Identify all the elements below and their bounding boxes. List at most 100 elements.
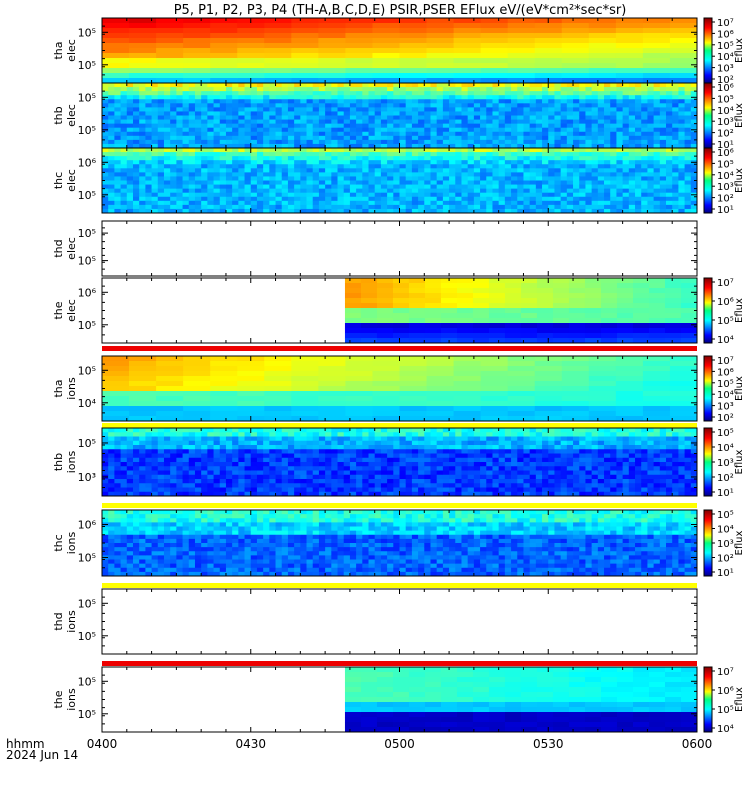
heatmap-cell: [573, 208, 580, 214]
heatmap-cell: [488, 323, 506, 329]
heatmap-cell: [418, 111, 425, 116]
heatmap-cell: [126, 491, 134, 497]
heatmap-cell: [507, 381, 536, 387]
heatmap-cell: [232, 111, 239, 116]
heatmap-cell: [250, 428, 258, 433]
heatmap-cell: [430, 208, 438, 214]
heatmap-cell: [176, 139, 183, 145]
heatmap-cell: [325, 160, 332, 165]
heatmap-cell: [405, 135, 413, 141]
heatmap-cell: [102, 366, 130, 372]
heatmap-cell: [554, 152, 562, 157]
heatmap-cell: [183, 73, 211, 79]
heatmap-cell: [312, 87, 320, 92]
heatmap-cell: [561, 18, 590, 24]
heatmap-cell: [120, 99, 128, 104]
heatmap-cell: [418, 99, 425, 104]
heatmap-cell: [600, 308, 618, 314]
heatmap-cell: [628, 160, 636, 165]
heatmap-cell: [325, 91, 332, 96]
heatmap-cell: [269, 432, 276, 437]
heatmap-cell: [318, 115, 326, 120]
heatmap-cell: [449, 204, 456, 210]
heatmap-cell: [641, 123, 648, 129]
heatmap-cell: [256, 164, 264, 169]
heatmap-cell: [291, 18, 319, 24]
heatmap-cell: [337, 164, 345, 169]
heatmap-cell: [405, 103, 413, 108]
heatmap-cell: [653, 152, 661, 157]
heatmap-cell: [318, 406, 346, 412]
heatmap-cell: [486, 119, 493, 125]
heatmap-cell: [256, 156, 264, 161]
heatmap-cell: [331, 188, 338, 194]
heatmap-cell: [392, 283, 410, 289]
heatmap-cell: [263, 184, 270, 190]
heatmap-cell: [201, 127, 208, 133]
heatmap-cell: [430, 131, 438, 137]
heatmap-cell: [188, 192, 196, 198]
heatmap-cell: [535, 139, 543, 145]
heatmap-cell: [360, 308, 378, 314]
heatmap-cell: [684, 200, 692, 206]
heatmap-cell: [163, 172, 171, 177]
heatmap-cell: [529, 148, 537, 153]
heatmap-cell: [275, 135, 283, 141]
heatmap-cell: [318, 63, 346, 69]
heatmap-cell: [356, 192, 363, 198]
heatmap-cell: [102, 143, 109, 149]
colorbar-tick-label: 10⁵: [717, 159, 734, 170]
heatmap-cell: [132, 436, 140, 442]
heatmap-cell: [213, 184, 221, 190]
heatmap-cell: [263, 483, 270, 488]
heatmap-cell: [436, 196, 444, 202]
colorbar-tick-label: 10⁵: [717, 379, 734, 390]
heatmap-cell: [325, 99, 332, 104]
heatmap-cell: [426, 361, 454, 367]
heatmap-cell: [213, 127, 221, 133]
heatmap-cell: [424, 200, 431, 206]
heatmap-cell: [542, 160, 549, 165]
heatmap-cell: [635, 115, 642, 120]
heatmap-cell: [542, 164, 549, 169]
heatmap-cell: [145, 99, 152, 104]
heatmap-cell: [156, 416, 184, 422]
heatmap-cell: [139, 91, 146, 96]
heatmap-cell: [449, 127, 456, 133]
heatmap-cell: [535, 131, 543, 137]
heatmap-cell: [632, 313, 650, 319]
heatmap-cell: [534, 376, 563, 382]
heatmap-cell: [157, 111, 165, 116]
heatmap-cell: [604, 208, 611, 214]
heatmap-cell: [312, 103, 320, 108]
heatmap-cell: [108, 127, 115, 133]
heatmap-cell: [399, 139, 407, 145]
heatmap-cell: [641, 107, 648, 112]
heatmap-cell: [430, 107, 438, 112]
heatmap-cell: [325, 143, 332, 149]
heatmap-cell: [129, 381, 157, 387]
heatmap-cell: [442, 135, 450, 141]
heatmap-cell: [343, 160, 351, 165]
heatmap-cell: [194, 160, 202, 165]
heatmap-cell: [194, 200, 202, 206]
heatmap-cell: [343, 95, 351, 100]
heatmap-cell: [331, 127, 338, 133]
heatmap-cell: [405, 176, 413, 181]
heatmap-cell: [237, 391, 265, 397]
heatmap-cell: [426, 371, 454, 377]
heatmap-cell: [126, 487, 134, 493]
heatmap-cell: [591, 95, 599, 100]
heatmap-cell: [337, 127, 345, 133]
heatmap-cell: [535, 160, 543, 165]
heatmap-cell: [579, 111, 586, 116]
heatmap-cell: [517, 200, 524, 206]
heatmap-cell: [405, 152, 413, 157]
heatmap-cell: [291, 356, 319, 362]
heatmap-cell: [102, 48, 130, 54]
heatmap-cell: [480, 192, 487, 198]
heatmap-cell: [183, 33, 211, 39]
heatmap-cell: [461, 103, 469, 108]
heatmap-cell: [511, 176, 518, 181]
heatmap-cell: [399, 95, 407, 100]
